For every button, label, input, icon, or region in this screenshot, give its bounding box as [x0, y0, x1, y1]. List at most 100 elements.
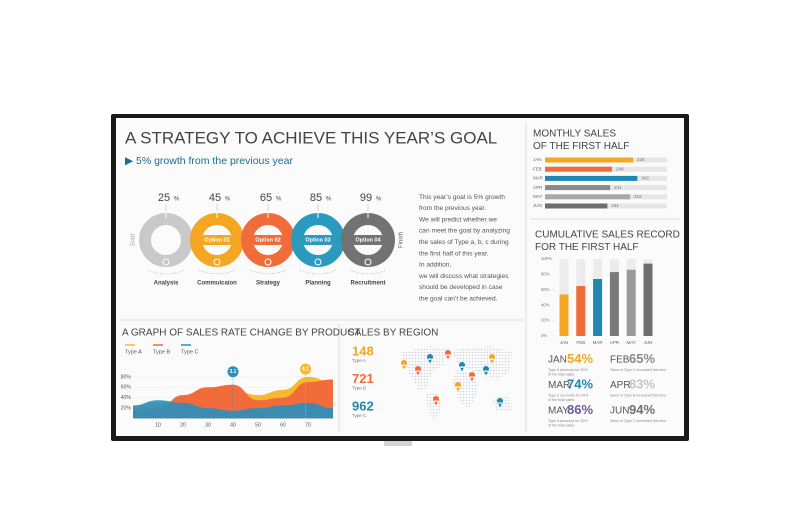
- callout-pin: [227, 366, 239, 378]
- bar: [609, 272, 619, 336]
- legend-label: Type B: [153, 349, 170, 355]
- stat-note: Sales of Type B increased this time: [610, 393, 666, 397]
- paragraph-line: the sales of Type a, b, c during: [419, 239, 509, 246]
- x-tick-label: 10: [155, 422, 161, 428]
- y-tick-label: 20%: [541, 318, 550, 323]
- bar: [545, 157, 634, 163]
- step-icon: [264, 258, 272, 266]
- region-type: Type B: [352, 386, 366, 391]
- cumulative-title: CUMULATIVE SALES RECORD: [535, 230, 680, 241]
- month-label: JUN: [533, 203, 542, 208]
- stat-value: 94%: [629, 402, 655, 417]
- callout-label: 4.1: [302, 366, 309, 372]
- ring: [241, 213, 295, 267]
- region-value: 148: [352, 343, 374, 358]
- stat-month: MAY: [548, 406, 569, 417]
- bar-value: 326: [637, 157, 645, 162]
- y-tick-label: 80%: [541, 272, 550, 277]
- y-tick-label: 60%: [121, 385, 132, 391]
- region-title: SALES BY REGION: [348, 328, 438, 339]
- region-type: Type C: [352, 413, 367, 418]
- paragraph-line: the first half of this year.: [419, 250, 489, 257]
- step-label: Commuicaion: [197, 281, 237, 287]
- step-label: Analysis: [154, 281, 179, 287]
- map-pin: [433, 396, 440, 406]
- option-label: Option 02: [255, 237, 280, 243]
- percent-unit: %: [225, 197, 231, 203]
- bar-value: 241: [614, 185, 622, 190]
- title: A STRATEGY TO ACHIEVE THIS YEAR’S GOAL: [125, 128, 497, 147]
- stat-value: 65%: [629, 351, 655, 366]
- bar: [545, 166, 612, 172]
- paragraph-line: we will discuss what strategies: [418, 273, 509, 280]
- option-label: Option 04: [355, 237, 381, 243]
- bar: [576, 285, 586, 336]
- map-pin: [401, 360, 408, 370]
- map-pin: [415, 366, 422, 376]
- x-tick-label: 20: [180, 422, 186, 428]
- stat-note: Type C accounts for 20%: [548, 393, 589, 397]
- paragraph-line: from the previous year.: [419, 205, 486, 212]
- paragraph-line: can meet the goal by analyzing: [419, 228, 510, 235]
- paragraph-line: should be developed in case: [419, 284, 503, 291]
- cumulative-title: FOR THE FIRST HALF: [535, 242, 639, 253]
- stat-note: of the total sales: [548, 372, 574, 376]
- dividers: [120, 122, 680, 432]
- bar-value: 248: [616, 166, 624, 171]
- stat-value: 83%: [629, 376, 655, 391]
- y-tick-label: 0%: [541, 333, 547, 338]
- option-pill: [303, 235, 333, 245]
- bar-value: 315: [634, 194, 642, 199]
- x-tick-label: 60: [280, 422, 286, 428]
- step-icon: [314, 258, 322, 266]
- finish-label: Finish: [399, 232, 405, 248]
- map-pin: [459, 362, 466, 372]
- map-pin: [427, 354, 434, 364]
- option-pill: [353, 235, 383, 245]
- step-arc: [249, 269, 287, 275]
- percent-unit: %: [376, 197, 382, 203]
- bar: [545, 203, 608, 209]
- month-label: JUN: [644, 340, 653, 345]
- graph-title: A GRAPH OF SALES RATE CHANGE BY PRODUCT: [122, 328, 361, 339]
- legend-label: Type A: [125, 349, 142, 355]
- option-pill: [202, 235, 232, 245]
- start-label: Start: [131, 233, 137, 246]
- step-arc: [198, 269, 236, 275]
- stat-note: of the total sales: [548, 423, 574, 427]
- region-value: 721: [352, 371, 374, 386]
- step-percent: 45: [209, 192, 221, 204]
- bar: [626, 269, 636, 336]
- stat-value: 54%: [567, 351, 593, 366]
- map-pin: [497, 398, 504, 408]
- bar: [643, 263, 653, 336]
- monthly-title: MONTHLY SALES: [533, 129, 616, 140]
- ring: [341, 213, 395, 267]
- month-label: FEB: [576, 340, 585, 345]
- subtitle: ▶ 5% growth from the previous year: [125, 155, 293, 167]
- stat-note: Sales of Type C increased this time: [610, 419, 666, 423]
- area: [133, 400, 333, 419]
- month-label: MAR: [593, 340, 604, 345]
- y-tick-label: 80%: [121, 374, 132, 380]
- percent-unit: %: [174, 197, 180, 203]
- step-arc: [147, 269, 185, 275]
- x-tick-label: 50: [255, 422, 261, 428]
- step-arc: [299, 269, 337, 275]
- step-percent: 65: [260, 192, 272, 204]
- ring: [190, 213, 244, 267]
- step-icon: [364, 258, 372, 266]
- tv-stand: [384, 441, 412, 446]
- monthly-title: OF THE FIRST HALF: [533, 141, 629, 152]
- month-label: JAN: [560, 340, 569, 345]
- bar: [545, 185, 611, 191]
- x-tick-label: 70: [305, 422, 311, 428]
- region-type: Type A: [352, 358, 366, 363]
- y-tick-label: 20%: [121, 405, 132, 411]
- step-arc: [349, 269, 387, 275]
- bar-value: 342: [641, 176, 649, 181]
- option-label: Option 01: [204, 237, 229, 243]
- stat-value: 86%: [567, 402, 593, 417]
- step-icon: [213, 258, 221, 266]
